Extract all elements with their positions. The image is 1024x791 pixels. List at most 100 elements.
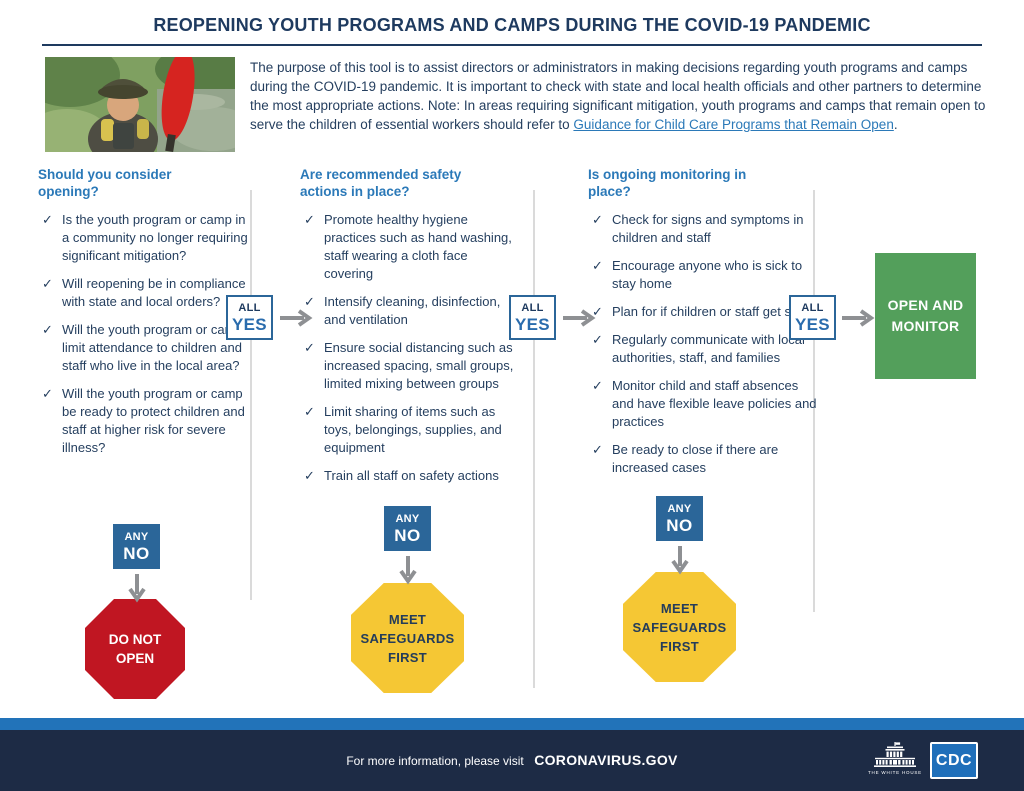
badge-top-label: ALL	[521, 301, 544, 314]
page-title: REOPENING YOUTH PROGRAMS AND CAMPS DURIN…	[153, 15, 871, 35]
item-text: Encourage anyone who is sick to stay hom…	[612, 258, 803, 291]
list-item: ✓ Be ready to close if there are increas…	[588, 441, 818, 477]
intro-text-end: .	[893, 117, 898, 132]
badge-top-label: ALL	[801, 301, 824, 314]
badge-top-label: ANY	[124, 530, 149, 543]
column-2-checklist: ✓ Promote healthy hygiene practices such…	[300, 211, 514, 485]
badge-main-label: NO	[123, 543, 150, 563]
white-house-label: THE WHITE HOUSE	[867, 770, 922, 775]
all-yes-badge-3: ALL YES	[789, 295, 836, 340]
item-text: Plan for if children or staff get sick	[612, 304, 807, 319]
list-item: ✓ Monitor child and staff absences and h…	[588, 377, 818, 431]
badge-main-label: YES	[515, 314, 550, 334]
intro-text: The purpose of this tool is to assist di…	[250, 60, 986, 132]
item-text: Train all staff on safety actions	[324, 468, 499, 483]
column-divider-1	[250, 190, 252, 600]
any-no-badge-2: ANY NO	[384, 506, 431, 551]
coronavirus-gov-link[interactable]: CORONAVIRUS.GOV	[534, 752, 678, 768]
footer-info: For more information, please visit CORON…	[0, 752, 1024, 770]
check-icon: ✓	[304, 404, 315, 419]
column-2-header: Are recommended safety actions in place?	[300, 167, 462, 199]
item-text: Be ready to close if there are increased…	[612, 442, 779, 475]
do-not-open-sign: DO NOT OPEN	[85, 599, 185, 699]
badge-main-label: NO	[394, 525, 421, 545]
footer-bar: For more information, please visit CORON…	[0, 730, 1024, 791]
list-item: ✓ Encourage anyone who is sick to stay h…	[588, 257, 818, 293]
item-text: Limit sharing of items such as toys, bel…	[324, 404, 502, 455]
item-text: Ensure social distancing such as increas…	[324, 340, 514, 391]
list-item: ✓ Limit sharing of items such as toys, b…	[300, 403, 514, 457]
open-and-monitor-label: OPEN AND MONITOR	[887, 297, 964, 334]
white-house-icon	[873, 742, 916, 767]
meet-safeguards-label: MEET SAFEGUARDS FIRST	[360, 611, 455, 665]
check-icon: ✓	[592, 258, 603, 273]
badge-main-label: NO	[666, 515, 693, 535]
badge-top-label: ANY	[395, 512, 420, 525]
list-item: ✓ Is the youth program or camp in a comm…	[38, 211, 252, 265]
meet-safeguards-sign-1: MEET SAFEGUARDS FIRST	[351, 583, 464, 693]
list-item: ✓ Check for signs and symptoms in childr…	[588, 211, 818, 247]
photo-illustration	[45, 57, 235, 152]
down-arrow-icon	[671, 546, 689, 575]
list-item: ✓ Will reopening be in compliance with s…	[38, 275, 252, 311]
right-arrow-icon	[280, 309, 313, 327]
down-arrow-icon	[399, 556, 417, 585]
list-item: ✓ Plan for if children or staff get sick	[588, 303, 818, 321]
footer-info-text: For more information, please visit	[346, 754, 524, 768]
check-icon: ✓	[42, 212, 53, 227]
item-text: Promote healthy hygiene practices such a…	[324, 212, 512, 281]
all-yes-badge-1: ALL YES	[226, 295, 273, 340]
any-no-badge-3: ANY NO	[656, 496, 703, 541]
check-icon: ✓	[304, 212, 315, 227]
check-icon: ✓	[592, 304, 603, 319]
list-item: ✓ Ensure social distancing such as incre…	[300, 339, 514, 393]
footer-accent-strip	[0, 718, 1024, 730]
column-1-header: Should you consider opening?	[38, 167, 172, 199]
item-text: Intensify cleaning, disinfection, and ve…	[324, 294, 501, 327]
column-safety-actions: Are recommended safety actions in place?…	[300, 166, 514, 495]
column-3-checklist: ✓ Check for signs and symptoms in childr…	[588, 211, 818, 477]
column-ongoing-monitoring: Is ongoing monitoring in place? ✓ Check …	[588, 166, 818, 487]
title-divider	[42, 44, 982, 46]
list-item: ✓ Will the youth program or camp be read…	[38, 385, 252, 457]
open-and-monitor-box: OPEN AND MONITOR	[875, 253, 976, 379]
all-yes-badge-2: ALL YES	[509, 295, 556, 340]
column-consider-opening: Should you consider opening? ✓ Is the yo…	[38, 166, 252, 467]
do-not-open-label: DO NOT OPEN	[108, 632, 162, 666]
check-icon: ✓	[42, 276, 53, 291]
badge-main-label: YES	[232, 314, 267, 334]
item-text: Will the youth program or camp limit att…	[62, 322, 243, 373]
badge-top-label: ALL	[238, 301, 261, 314]
any-no-badge-1: ANY NO	[113, 524, 160, 569]
column-1-checklist: ✓ Is the youth program or camp in a comm…	[38, 211, 252, 457]
right-arrow-icon	[842, 309, 875, 327]
column-divider-3	[813, 190, 815, 612]
column-divider-2	[533, 190, 535, 688]
list-item: ✓ Intensify cleaning, disinfection, and …	[300, 293, 514, 329]
item-text: Will reopening be in compliance with sta…	[62, 276, 246, 309]
item-text: Check for signs and symptoms in children…	[612, 212, 804, 245]
item-text: Will the youth program or camp be ready …	[62, 386, 245, 455]
cdc-logo: CDC	[930, 742, 978, 779]
check-icon: ✓	[592, 332, 603, 347]
badge-main-label: YES	[795, 314, 830, 334]
check-icon: ✓	[304, 468, 315, 483]
meet-safeguards-label: MEET SAFEGUARDS FIRST	[632, 600, 727, 654]
footer-logos: THE WHITE HOUSE CDC	[868, 742, 978, 779]
white-house-logo: THE WHITE HOUSE	[868, 742, 922, 775]
column-3-header: Is ongoing monitoring in place?	[588, 167, 747, 199]
check-icon: ✓	[304, 340, 315, 355]
down-arrow-icon	[128, 574, 146, 603]
check-icon: ✓	[304, 294, 315, 309]
list-item: ✓ Regularly communicate with local autho…	[588, 331, 818, 367]
list-item: ✓ Train all staff on safety actions	[300, 467, 514, 485]
check-icon: ✓	[42, 386, 53, 401]
child-kayak-photo	[45, 57, 235, 152]
list-item: ✓ Will the youth program or camp limit a…	[38, 321, 252, 375]
check-icon: ✓	[42, 322, 53, 337]
item-text: Monitor child and staff absences and hav…	[612, 378, 817, 429]
childcare-guidance-link[interactable]: Guidance for Child Care Programs that Re…	[573, 117, 894, 132]
badge-top-label: ANY	[667, 502, 692, 515]
check-icon: ✓	[592, 378, 603, 393]
